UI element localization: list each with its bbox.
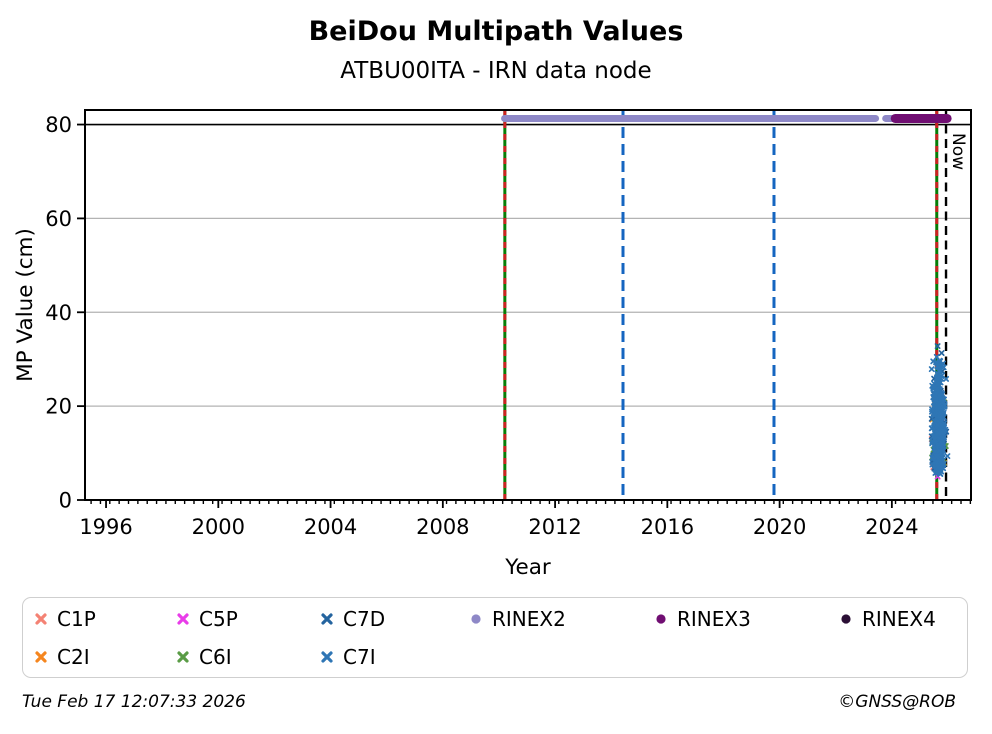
legend-label: RINEX3: [677, 607, 751, 631]
legend-label: C7D: [343, 607, 386, 631]
scatter-point-C7I: [934, 385, 941, 392]
legend-item-c6i: C6I: [176, 645, 232, 669]
legend-label: C2I: [57, 645, 90, 669]
x-marker-icon: [321, 651, 333, 663]
chart-legend: C1P C5P C7D RINEX2 RINEX3 RINEX4 C2I C6I C7I: [22, 597, 968, 678]
x-marker-icon: [35, 651, 47, 663]
scatter-point-C7I: [937, 409, 943, 416]
scatter-point-C7I: [935, 463, 941, 470]
scatter-point-C7D: [938, 350, 945, 356]
x-tick-label-2004: 2004: [304, 515, 357, 539]
x-marker-icon: [177, 613, 189, 625]
x-marker-icon: [321, 613, 333, 625]
legend-label: C1P: [57, 607, 96, 631]
chart-svg: Now 1996 2000 2004 2008 2012 2016 2020 2024 0 20 40…: [13, 109, 972, 580]
scatter-outlier-C7I: [936, 360, 942, 367]
legend-item-c7i: C7I: [320, 645, 376, 669]
scatter-point-C7I: [929, 406, 936, 413]
scatter-point-C7I: [940, 460, 947, 467]
scatter-point-C7I: [944, 453, 951, 460]
y-tick-label-60: 60: [45, 207, 72, 231]
scatter-point-C7I: [936, 447, 943, 454]
plot-timestamp: Tue Feb 17 12:07:33 2026: [22, 692, 246, 712]
copyright-credit: ©GNSS@ROB: [838, 692, 956, 712]
legend-label: RINEX2: [492, 607, 566, 631]
scatter-point-C7I: [928, 366, 935, 373]
scatter-point-C7I: [935, 429, 942, 436]
x-marker-icon: [35, 613, 47, 625]
legend-item-rinex3: RINEX3: [654, 607, 751, 631]
now-label: Now: [948, 133, 968, 170]
legend-label: C6I: [199, 645, 232, 669]
scatter-point-C7I: [933, 439, 940, 446]
scatter-point-C7I: [932, 392, 939, 399]
x-tick-label-2020: 2020: [753, 515, 806, 539]
scatter-point-C7I: [938, 373, 945, 379]
y-tick-label-40: 40: [45, 301, 72, 325]
scatter-point-C7I: [934, 421, 941, 428]
x-axis-label: Year: [504, 555, 551, 580]
y-tick-label-80: 80: [45, 113, 72, 137]
legend-label: C7I: [343, 645, 376, 669]
circle-marker-icon: [471, 614, 481, 624]
scatter-point-C7I: [933, 453, 940, 460]
scatter-point-C7I: [936, 404, 943, 411]
x-tick-label-2024: 2024: [865, 515, 918, 539]
scatter-point-C7I: [937, 455, 944, 462]
scatter-outlier-C7D: [934, 343, 941, 350]
legend-item-c1p: C1P: [34, 607, 96, 631]
legend-item-c7d: C7D: [320, 607, 385, 631]
legend-item-c5p: C5P: [176, 607, 238, 631]
circle-marker-icon: [656, 614, 666, 624]
scatter-point-C7I: [930, 358, 937, 365]
scatter-point-C7I: [934, 469, 941, 476]
legend-item-c2i: C2I: [34, 645, 90, 669]
scatter-point-C7I: [936, 367, 943, 374]
legend-item-rinex4: RINEX4: [839, 607, 936, 631]
scatter-point-C7I: [939, 440, 946, 447]
scatter-outlier-C7I: [933, 353, 940, 360]
chart-subtitle: ATBU00ITA - IRN data node: [340, 58, 652, 84]
scatter-point-C7I: [940, 427, 946, 434]
x-marker-icon: [177, 651, 189, 663]
y-axis-label: MP Value (cm): [13, 228, 38, 382]
legend-item-rinex2: RINEX2: [469, 607, 566, 631]
circle-marker-icon: [841, 614, 851, 624]
chart-title: BeiDou Multipath Values: [308, 16, 684, 47]
scatter-point-C7I: [943, 375, 949, 382]
x-tick-label-2012: 2012: [528, 515, 581, 539]
legend-label: RINEX4: [862, 607, 936, 631]
y-tick-label-0: 0: [59, 489, 72, 513]
plot-border: [84, 109, 972, 501]
scatter-point-C7I: [933, 375, 940, 382]
x-tick-label-2008: 2008: [416, 515, 469, 539]
legend-label: C5P: [199, 607, 238, 631]
y-tick-label-20: 20: [45, 395, 72, 419]
x-tick-label-1996: 1996: [79, 515, 132, 539]
x-tick-label-2000: 2000: [192, 515, 245, 539]
x-tick-label-2016: 2016: [641, 515, 694, 539]
